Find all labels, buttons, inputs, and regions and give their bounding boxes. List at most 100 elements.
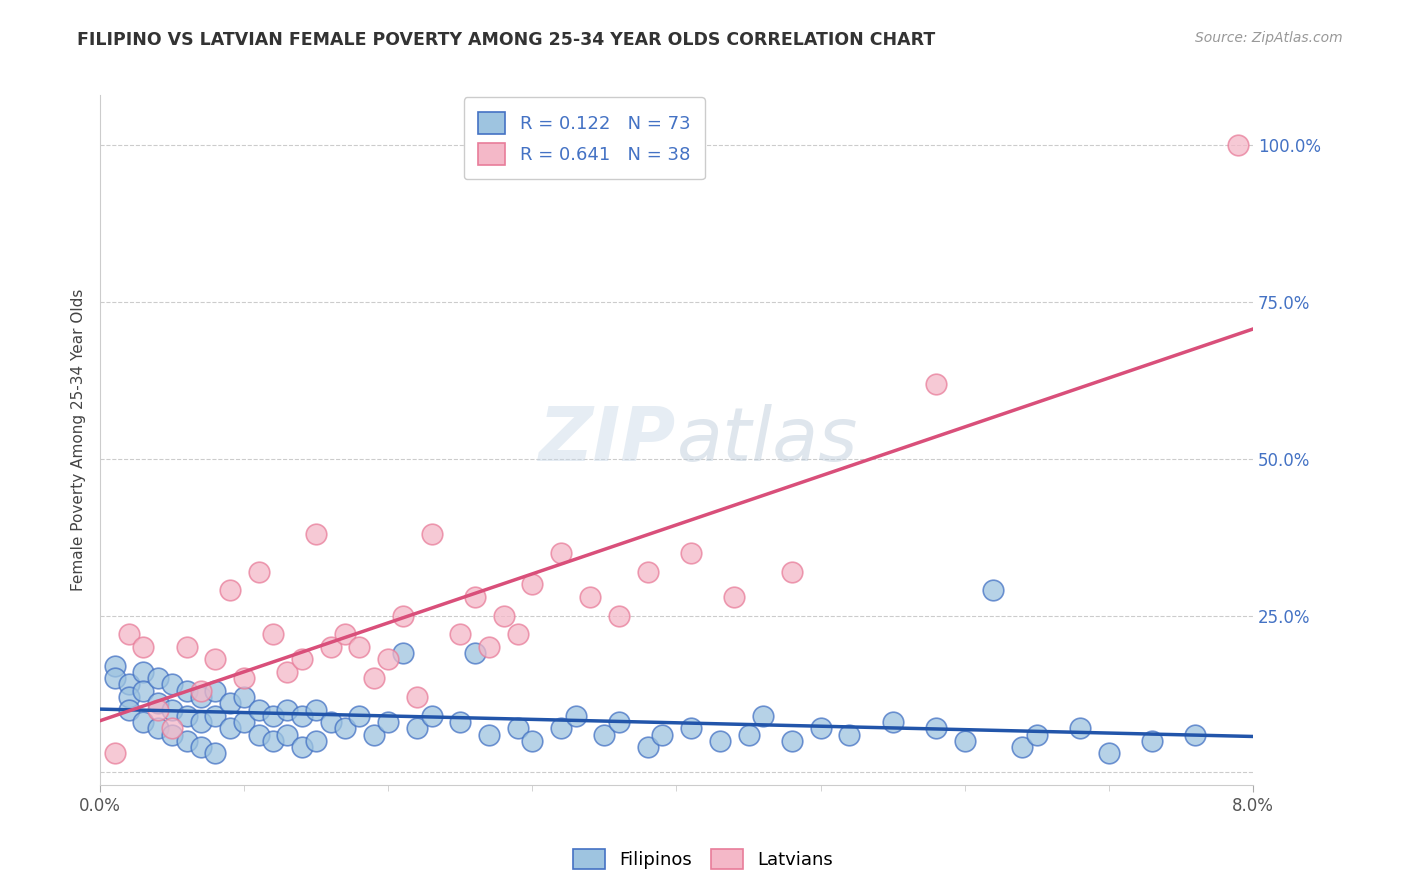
Point — [204, 747, 226, 761]
Point — [218, 583, 240, 598]
Point — [406, 690, 429, 704]
Point — [478, 640, 501, 654]
Point — [363, 671, 385, 685]
Point — [305, 702, 328, 716]
Point — [190, 740, 212, 755]
Text: FILIPINO VS LATVIAN FEMALE POVERTY AMONG 25-34 YEAR OLDS CORRELATION CHART: FILIPINO VS LATVIAN FEMALE POVERTY AMONG… — [77, 31, 935, 49]
Point — [176, 640, 198, 654]
Point — [276, 728, 298, 742]
Point — [204, 652, 226, 666]
Point — [607, 608, 630, 623]
Point — [233, 715, 256, 730]
Point — [160, 728, 183, 742]
Point — [607, 715, 630, 730]
Point — [953, 734, 976, 748]
Point — [925, 722, 948, 736]
Point — [160, 677, 183, 691]
Point — [593, 728, 616, 742]
Y-axis label: Female Poverty Among 25-34 Year Olds: Female Poverty Among 25-34 Year Olds — [72, 289, 86, 591]
Point — [363, 728, 385, 742]
Point — [550, 722, 572, 736]
Point — [190, 690, 212, 704]
Point — [132, 683, 155, 698]
Point — [204, 708, 226, 723]
Point — [132, 665, 155, 679]
Point — [262, 708, 284, 723]
Point — [291, 708, 314, 723]
Point — [204, 683, 226, 698]
Point — [233, 690, 256, 704]
Point — [780, 565, 803, 579]
Point — [1184, 728, 1206, 742]
Point — [377, 652, 399, 666]
Point — [349, 708, 371, 723]
Point — [522, 734, 544, 748]
Point — [190, 683, 212, 698]
Point — [333, 627, 356, 641]
Point — [983, 583, 1005, 598]
Point — [1098, 747, 1121, 761]
Point — [925, 376, 948, 391]
Point — [564, 708, 586, 723]
Point — [176, 683, 198, 698]
Point — [276, 665, 298, 679]
Point — [637, 740, 659, 755]
Point — [679, 546, 702, 560]
Point — [333, 722, 356, 736]
Point — [103, 658, 125, 673]
Point — [882, 715, 904, 730]
Point — [737, 728, 759, 742]
Text: atlas: atlas — [676, 404, 858, 476]
Point — [579, 590, 602, 604]
Point — [752, 708, 775, 723]
Point — [262, 627, 284, 641]
Point — [247, 565, 270, 579]
Point — [506, 722, 529, 736]
Point — [118, 690, 141, 704]
Point — [1025, 728, 1047, 742]
Point — [262, 734, 284, 748]
Point — [838, 728, 860, 742]
Point — [146, 722, 169, 736]
Point — [146, 696, 169, 710]
Point — [550, 546, 572, 560]
Legend: R = 0.122   N = 73, R = 0.641   N = 38: R = 0.122 N = 73, R = 0.641 N = 38 — [464, 97, 704, 179]
Point — [651, 728, 673, 742]
Point — [723, 590, 745, 604]
Point — [492, 608, 515, 623]
Point — [160, 702, 183, 716]
Point — [218, 696, 240, 710]
Point — [319, 640, 342, 654]
Point — [103, 671, 125, 685]
Point — [118, 627, 141, 641]
Text: Source: ZipAtlas.com: Source: ZipAtlas.com — [1195, 31, 1343, 45]
Text: ZIP: ZIP — [540, 403, 676, 476]
Point — [247, 702, 270, 716]
Point — [1227, 138, 1250, 153]
Point — [406, 722, 429, 736]
Point — [176, 708, 198, 723]
Point — [449, 715, 471, 730]
Point — [1140, 734, 1163, 748]
Point — [391, 608, 413, 623]
Legend: Filipinos, Latvians: Filipinos, Latvians — [564, 839, 842, 879]
Point — [464, 646, 486, 660]
Point — [464, 590, 486, 604]
Point — [233, 671, 256, 685]
Point — [319, 715, 342, 730]
Point — [305, 734, 328, 748]
Point — [377, 715, 399, 730]
Point — [780, 734, 803, 748]
Point — [132, 715, 155, 730]
Point — [146, 671, 169, 685]
Point — [190, 715, 212, 730]
Point — [305, 527, 328, 541]
Point — [1069, 722, 1091, 736]
Point — [349, 640, 371, 654]
Point — [176, 734, 198, 748]
Point — [449, 627, 471, 641]
Point — [709, 734, 731, 748]
Point — [679, 722, 702, 736]
Point — [420, 527, 443, 541]
Point — [118, 677, 141, 691]
